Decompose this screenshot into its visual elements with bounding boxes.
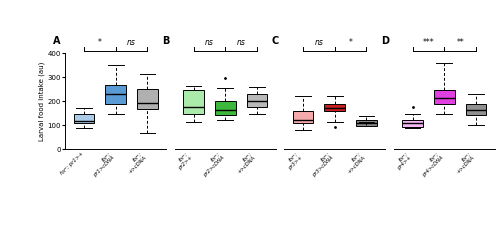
Text: **: ** bbox=[456, 38, 464, 47]
FancyBboxPatch shape bbox=[356, 120, 377, 126]
Text: ***: *** bbox=[422, 38, 434, 47]
FancyBboxPatch shape bbox=[137, 89, 158, 109]
Text: *: * bbox=[348, 38, 352, 47]
Text: B: B bbox=[162, 36, 170, 46]
Text: ns: ns bbox=[127, 38, 136, 47]
Text: ns: ns bbox=[205, 38, 214, 47]
FancyBboxPatch shape bbox=[466, 104, 486, 115]
Y-axis label: Larval food intake (au): Larval food intake (au) bbox=[38, 61, 44, 141]
FancyBboxPatch shape bbox=[246, 94, 267, 107]
Text: ns: ns bbox=[236, 38, 246, 47]
FancyBboxPatch shape bbox=[293, 111, 314, 123]
Text: *: * bbox=[98, 38, 102, 47]
Text: D: D bbox=[382, 36, 390, 46]
FancyBboxPatch shape bbox=[434, 90, 454, 104]
FancyBboxPatch shape bbox=[215, 101, 236, 115]
FancyBboxPatch shape bbox=[402, 120, 423, 127]
Text: ns: ns bbox=[314, 38, 324, 47]
FancyBboxPatch shape bbox=[183, 90, 204, 114]
FancyBboxPatch shape bbox=[324, 104, 345, 111]
FancyBboxPatch shape bbox=[106, 85, 126, 104]
FancyBboxPatch shape bbox=[74, 114, 94, 123]
Text: C: C bbox=[272, 36, 279, 46]
Text: A: A bbox=[53, 36, 60, 46]
